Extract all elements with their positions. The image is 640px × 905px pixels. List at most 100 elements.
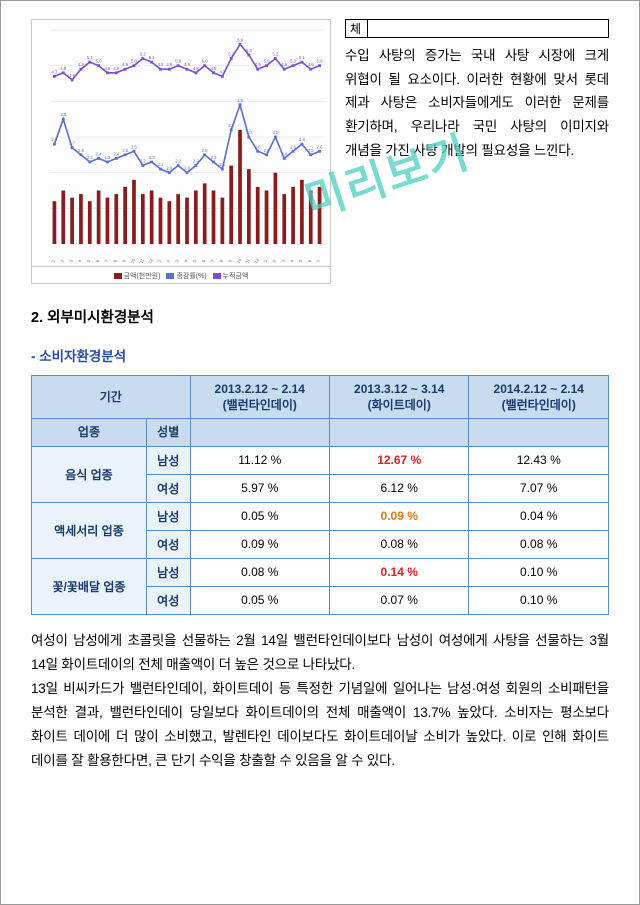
mini-cell: 체: [346, 20, 368, 38]
svg-text:2.4: 2.4: [96, 151, 102, 156]
svg-text:2.2: 2.2: [175, 159, 181, 164]
legend-label: 금액(천만원): [124, 271, 161, 281]
value-cell: 0.05 %: [190, 586, 329, 614]
svg-text:2.5: 2.5: [78, 148, 84, 153]
svg-text:'7: '7: [315, 258, 321, 264]
svg-text:'5: '5: [86, 258, 92, 264]
svg-text:4.9: 4.9: [281, 62, 287, 67]
value-cell: 0.08 %: [330, 530, 469, 558]
svg-text:'5: '5: [298, 258, 304, 264]
svg-text:'4: '4: [183, 258, 189, 264]
gender-cell: 남성: [146, 502, 190, 530]
table-row: 체: [346, 20, 609, 38]
value-cell: 0.09 %: [190, 530, 329, 558]
svg-text:2.2: 2.2: [193, 159, 199, 164]
svg-text:'12: '12: [253, 257, 260, 265]
svg-text:2.3: 2.3: [105, 155, 111, 160]
svg-text:5.0: 5.0: [175, 59, 181, 64]
svg-text:2.5: 2.5: [122, 148, 128, 153]
svg-text:'4: '4: [77, 258, 83, 264]
svg-text:5.0: 5.0: [317, 59, 323, 64]
table-header-row: 기간 2013.2.12 ~ 2.14 (밸런타인데이) 2013.3.12 ~…: [32, 376, 609, 419]
col-1: 2013.2.12 ~ 2.14 (밸런타인데이): [190, 376, 329, 419]
svg-text:'7: '7: [103, 258, 109, 264]
value-cell: 12.43 %: [469, 446, 609, 474]
svg-text:'9: '9: [121, 258, 127, 264]
table-row: 액세서리 업종남성0.05 %0.09 %0.04 %: [32, 502, 609, 530]
svg-text:4.9: 4.9: [166, 62, 172, 67]
line-bar-chart: 2.83.52.72.52.32.42.32.42.52.62.22.32.12…: [31, 19, 331, 267]
svg-text:5.0: 5.0: [264, 59, 270, 64]
svg-text:2.8: 2.8: [52, 137, 58, 142]
svg-text:4.8: 4.8: [193, 66, 199, 71]
svg-text:2.6: 2.6: [255, 144, 261, 149]
legend-swatch-line2: [213, 273, 221, 279]
svg-text:'4: '4: [289, 258, 295, 264]
svg-text:4.9: 4.9: [78, 62, 84, 67]
svg-text:3.0: 3.0: [246, 130, 252, 135]
chart-wrapper: 2.83.52.72.52.32.42.32.42.52.62.22.32.12…: [31, 19, 331, 284]
svg-text:'11: '11: [138, 257, 145, 264]
legend-swatch-line1: [166, 273, 174, 279]
category-cell: 음식 업종: [32, 446, 147, 502]
value-cell: 0.08 %: [469, 530, 609, 558]
svg-text:'1: '1: [156, 258, 162, 264]
value-cell: 0.08 %: [190, 558, 329, 586]
col-blank: [190, 419, 329, 446]
svg-text:2.6: 2.6: [290, 144, 296, 149]
value-cell: 0.14 %: [330, 558, 469, 586]
gender-cell: 여성: [146, 586, 190, 614]
svg-text:2.7: 2.7: [69, 141, 75, 146]
legend-item: 증감률(%): [166, 271, 206, 281]
svg-text:2.5: 2.5: [202, 148, 208, 153]
sub-heading: - 소비자환경분석: [31, 345, 609, 365]
value-cell: 5.97 %: [190, 474, 329, 502]
svg-text:5.1: 5.1: [299, 55, 305, 60]
svg-text:2.1: 2.1: [158, 162, 164, 167]
svg-text:5.2: 5.2: [228, 52, 234, 57]
svg-text:2.1: 2.1: [219, 162, 225, 167]
svg-text:2.3: 2.3: [87, 155, 93, 160]
svg-text:3.2: 3.2: [228, 123, 234, 128]
svg-text:4.9: 4.9: [158, 62, 164, 67]
svg-text:5.2: 5.2: [140, 52, 146, 57]
gender-cell: 여성: [146, 530, 190, 558]
value-cell: 0.09 %: [330, 502, 469, 530]
svg-text:'1: '1: [262, 258, 268, 264]
body-paragraph: 여성이 남성에게 초콜릿을 선물하는 2월 14일 밸런타인데이보다 남성이 여…: [31, 629, 609, 773]
value-cell: 0.04 %: [469, 502, 609, 530]
svg-text:4.8: 4.8: [60, 66, 66, 71]
svg-text:'8: '8: [218, 258, 224, 264]
gender-cell: 여성: [146, 474, 190, 502]
value-cell: 0.10 %: [469, 558, 609, 586]
svg-text:'11: '11: [244, 257, 251, 264]
svg-text:'2: '2: [59, 258, 65, 264]
value-cell: 6.12 %: [330, 474, 469, 502]
svg-text:2.0: 2.0: [166, 166, 172, 171]
svg-text:2.5: 2.5: [264, 148, 270, 153]
svg-text:4.8: 4.8: [105, 66, 111, 71]
consumer-analysis-table: 기간 2013.2.12 ~ 2.14 (밸런타인데이) 2013.3.12 ~…: [31, 375, 609, 615]
legend-swatch-bar: [114, 273, 122, 279]
svg-text:3.0: 3.0: [272, 130, 278, 135]
svg-text:2.0: 2.0: [184, 166, 190, 171]
category-cell: 액세서리 업종: [32, 502, 147, 558]
table-row: 꽃/꽃배달 업종남성0.08 %0.14 %0.10 %: [32, 558, 609, 586]
svg-text:'7: '7: [209, 258, 215, 264]
section-heading: 2. 외부미시환경분석: [31, 306, 609, 327]
svg-text:'10: '10: [129, 257, 136, 265]
svg-text:'2: '2: [271, 258, 277, 264]
table-row: 음식 업종남성11.12 %12.67 %12.43 %: [32, 446, 609, 474]
svg-text:5.0: 5.0: [131, 59, 137, 64]
svg-text:5.3: 5.3: [246, 48, 252, 53]
svg-text:5.0: 5.0: [96, 59, 102, 64]
svg-text:2.4: 2.4: [113, 151, 119, 156]
top-row: 2.83.52.72.52.32.42.32.42.52.62.22.32.12…: [31, 19, 609, 284]
svg-text:'8: '8: [112, 258, 118, 264]
legend-label: 증감률(%): [176, 271, 206, 281]
svg-text:2.6: 2.6: [317, 144, 323, 149]
legend-item: 금액(천만원): [114, 271, 161, 281]
svg-text:4.6: 4.6: [69, 73, 75, 78]
legend-item: 누적금액: [213, 271, 249, 281]
svg-text:'6: '6: [200, 258, 206, 264]
